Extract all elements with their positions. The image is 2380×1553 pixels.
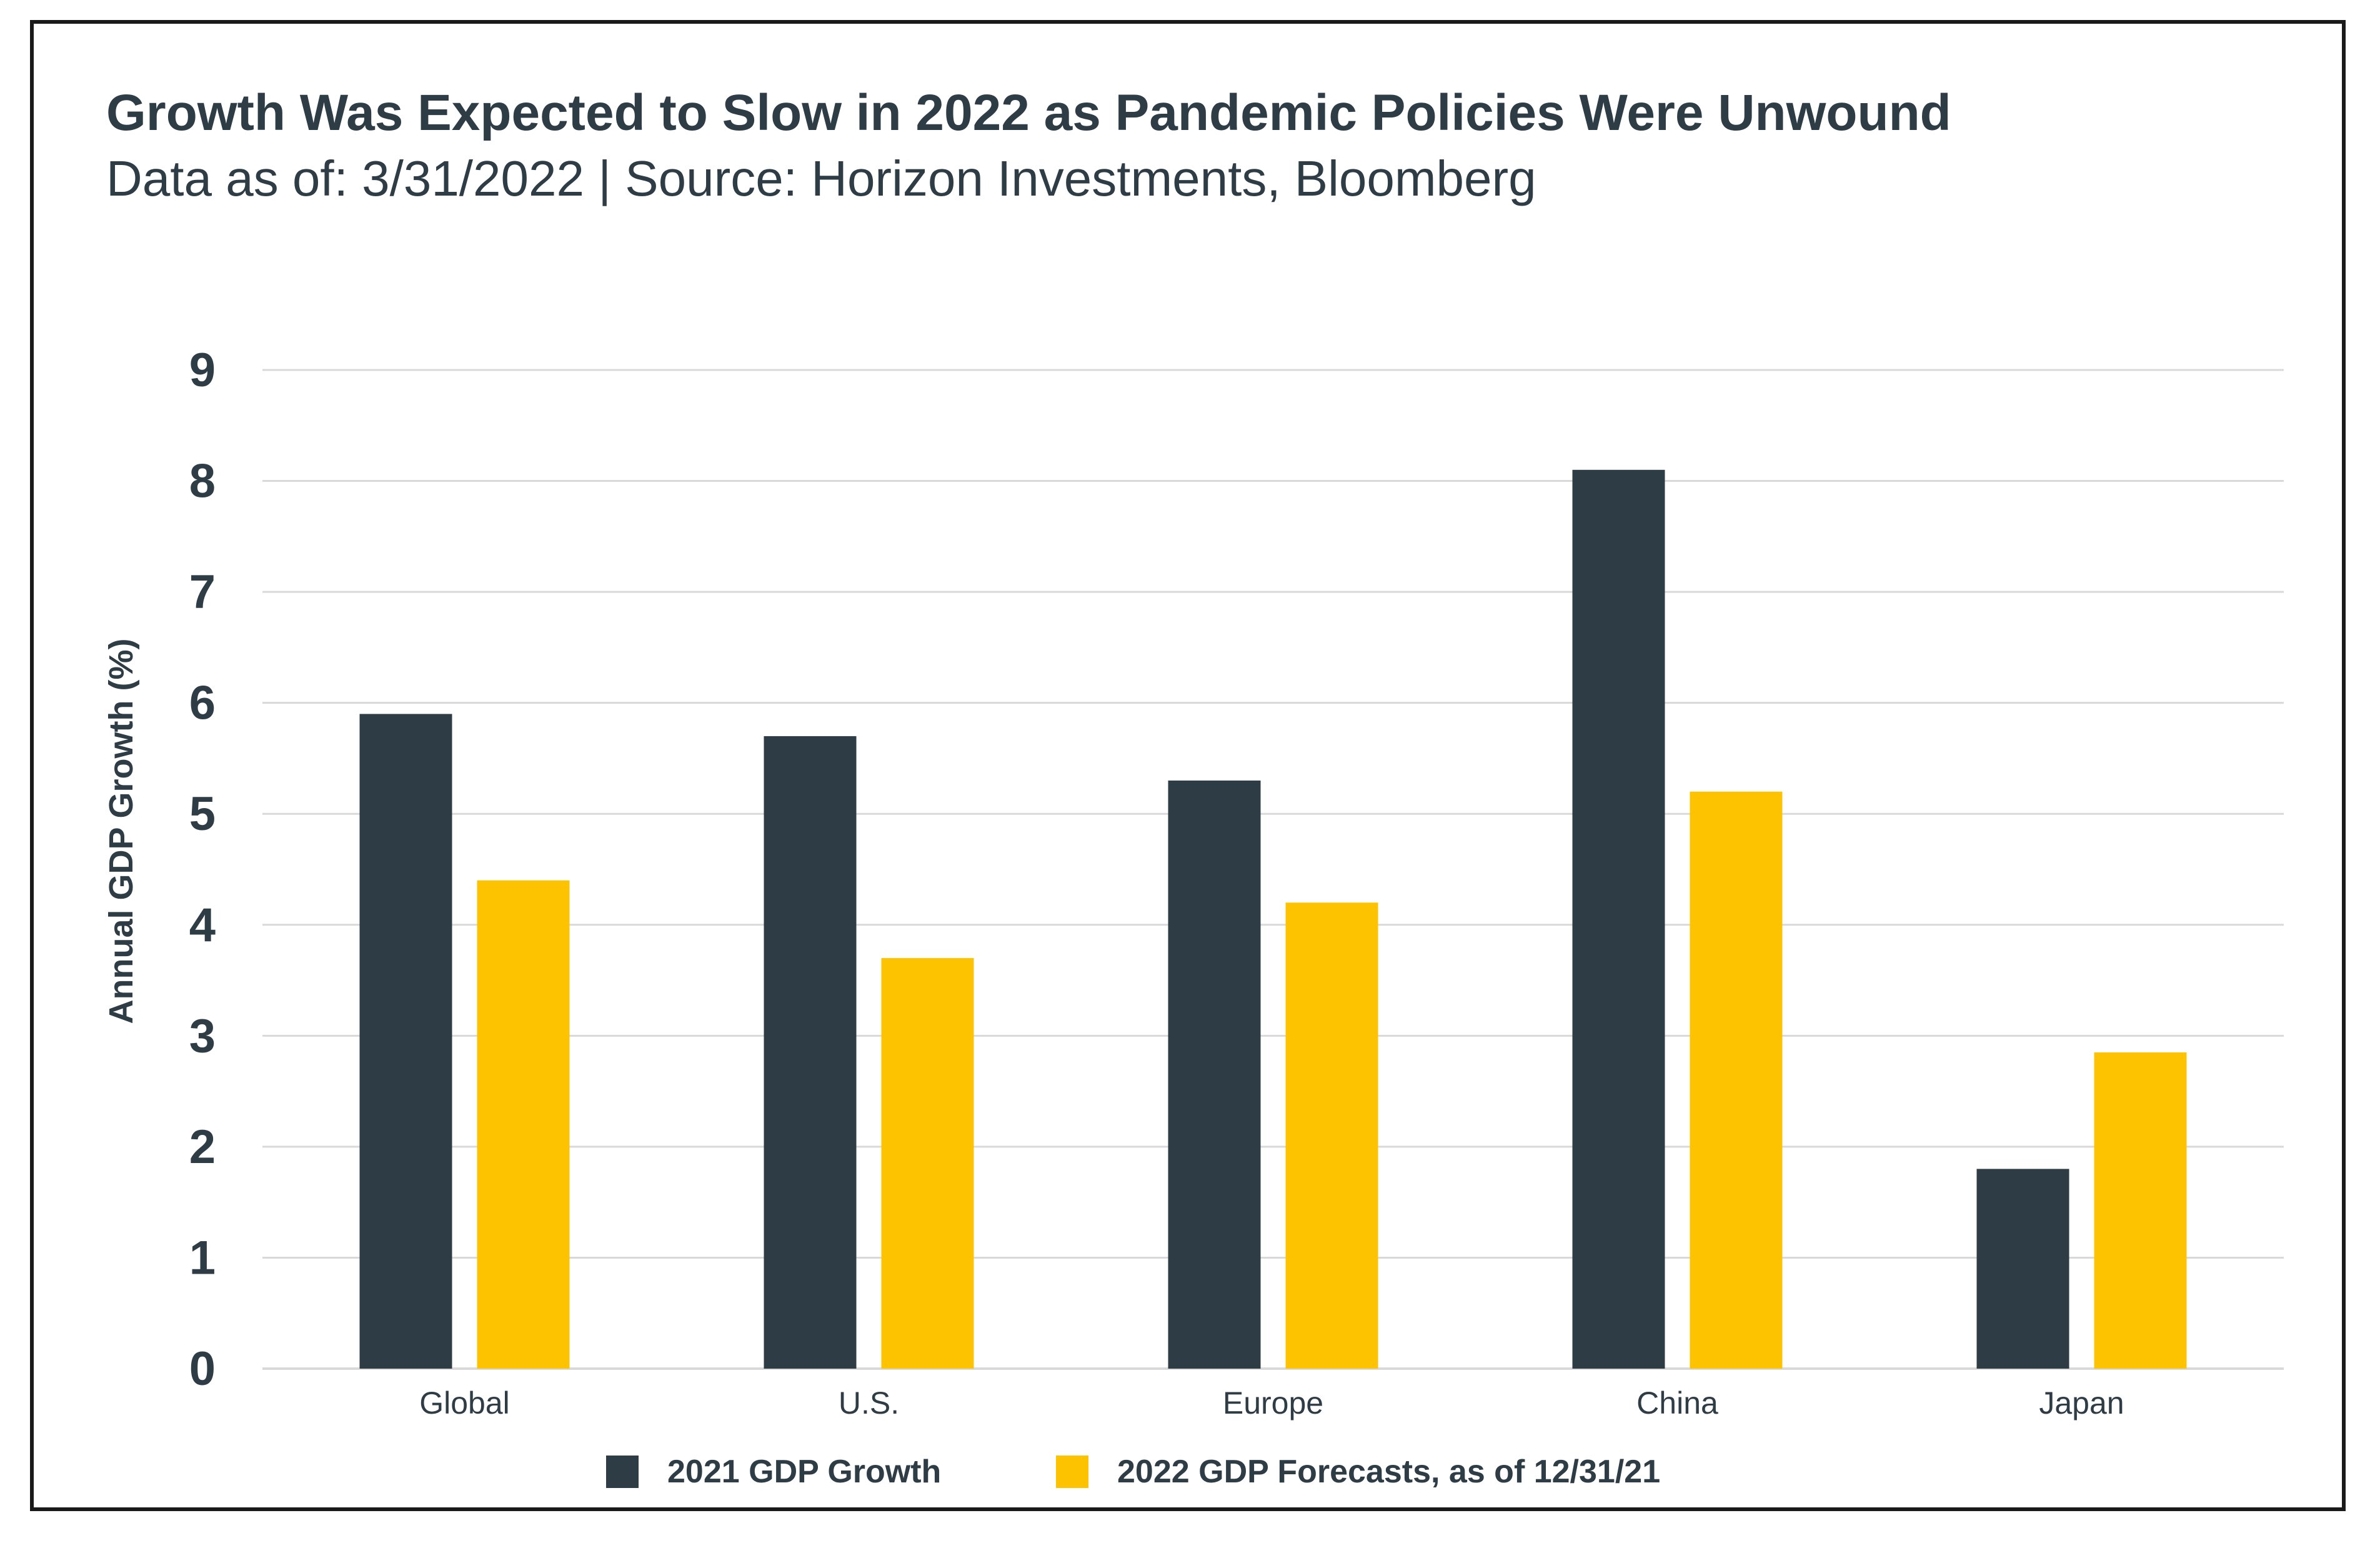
y-tick-label: 6	[189, 677, 216, 730]
x-tick-label: U.S.	[839, 1386, 899, 1421]
bar-japan-series-1	[1976, 1169, 2069, 1369]
x-tick-label: Europe	[1223, 1386, 1323, 1421]
gridlines	[262, 369, 2284, 1370]
x-tick-label: China	[1636, 1386, 1718, 1421]
chart-title: Growth Was Expected to Slow in 2022 as P…	[106, 84, 1951, 141]
legend-label-2022: 2022 GDP Forecasts, as of 12/31/21	[1117, 1454, 1661, 1490]
x-tick-label: Global	[419, 1386, 510, 1421]
y-tick-label: 2	[189, 1121, 216, 1174]
y-tick-label: 3	[189, 1009, 216, 1062]
y-tick-label: 9	[189, 344, 216, 397]
legend-item-2021: 2021 GDP Growth	[606, 1450, 941, 1494]
x-tick-label: Japan	[2039, 1386, 2124, 1421]
bar-europe-series-2	[1285, 902, 1378, 1369]
legend-label-2021: 2021 GDP Growth	[667, 1454, 942, 1490]
bar-us-series-2	[881, 958, 974, 1369]
bar-global-series-1	[359, 714, 452, 1369]
bar-global-series-2	[477, 880, 570, 1369]
bar-china-series-2	[1690, 791, 1783, 1369]
y-tick-label: 1	[189, 1231, 216, 1284]
bar-europe-series-1	[1168, 780, 1261, 1369]
x-axis-ticks: Global U.S. Europe China Japan	[419, 1386, 2124, 1421]
y-axis-label: Annual GDP Growth (%)	[102, 639, 140, 1024]
y-tick-label: 7	[189, 566, 216, 619]
legend-item-2022: 2022 GDP Forecasts, as of 12/31/21	[1056, 1450, 1660, 1494]
y-tick-label: 0	[189, 1342, 216, 1396]
bars	[359, 469, 2187, 1369]
y-axis-ticks: 0 1 2 3 4 5 6 7 8 9	[189, 344, 216, 1396]
y-tick-label: 5	[189, 787, 216, 841]
bar-us-series-1	[764, 736, 857, 1369]
chart-subtitle: Data as of: 3/31/2022 | Source: Horizon …	[106, 151, 1536, 206]
legend-swatch-2021	[606, 1456, 639, 1488]
y-tick-label: 8	[189, 455, 216, 508]
y-tick-label: 4	[189, 899, 216, 952]
legend-swatch-2022	[1056, 1456, 1088, 1488]
bar-china-series-1	[1572, 469, 1665, 1369]
bar-japan-series-2	[2094, 1052, 2187, 1369]
